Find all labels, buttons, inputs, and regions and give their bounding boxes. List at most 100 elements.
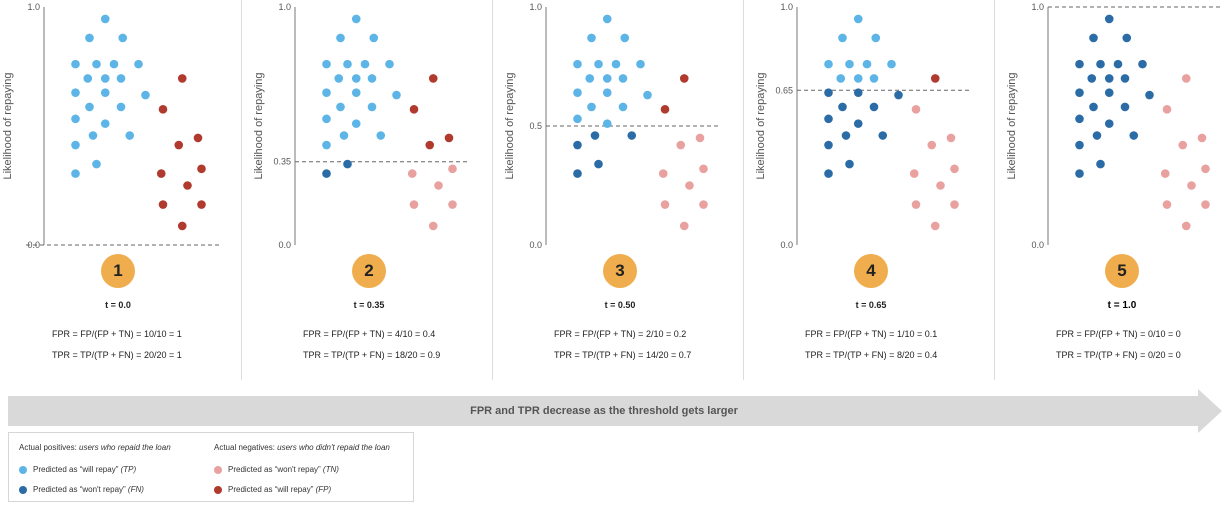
legend-negatives-header: Actual negatives: users who didn't repai…	[214, 443, 390, 452]
tp-point	[343, 59, 352, 69]
tn-point	[946, 133, 956, 143]
tp-point	[367, 74, 377, 83]
fp-point	[183, 181, 192, 190]
tick-label-bottom: 0.0	[1031, 240, 1044, 250]
panel-divider	[492, 0, 493, 380]
legend-positives-header: Actual positives: users who repaid the l…	[19, 443, 171, 452]
tp-point	[369, 33, 379, 43]
tn-point	[699, 164, 708, 174]
tp-point	[836, 74, 846, 83]
tp-point	[83, 74, 93, 83]
tp-point	[573, 59, 582, 69]
tick-label-top: 1.0	[1031, 2, 1044, 12]
fp-point	[660, 105, 670, 114]
tn-point	[695, 133, 705, 143]
fn-point	[824, 169, 833, 178]
fn-point	[343, 159, 352, 169]
tn-point	[1187, 181, 1196, 190]
y-axis-label: Likelihood of repaying	[1006, 72, 1018, 179]
fn-point	[573, 140, 582, 150]
tp-point	[573, 88, 582, 97]
tp-point	[602, 88, 612, 97]
fp-point	[193, 133, 203, 143]
tp-point	[334, 74, 344, 83]
fn-point	[322, 169, 331, 178]
fn-point	[869, 102, 879, 112]
tp-point	[573, 114, 582, 124]
fn-point	[1104, 74, 1114, 83]
tn-point	[448, 200, 457, 209]
fp-point	[197, 200, 206, 209]
tp-point	[116, 74, 126, 83]
tp-point	[845, 59, 854, 69]
tn-point	[950, 164, 959, 174]
fp-dot-icon	[214, 485, 222, 494]
tick-label-bottom: 0.0	[529, 240, 542, 250]
tp-point	[838, 33, 847, 43]
fpr-formula: FPR = FP/(FP + TN) = 1/10 = 0.1	[805, 329, 938, 339]
fn-dot-icon	[19, 485, 27, 494]
fn-point	[1113, 59, 1123, 69]
scatter-plot: 1.0 0.0 Likelihood of repaying 0.35	[253, 2, 470, 250]
fn-point	[594, 159, 603, 169]
tp-point	[602, 14, 612, 24]
threshold-panel-5: 1.0 0.0 Likelihood of repaying 5 t = 1.0 FPR …	[1004, 0, 1222, 380]
fn-point	[1120, 102, 1130, 112]
tn-point	[1197, 133, 1207, 143]
fp-point	[428, 74, 438, 83]
tp-point	[602, 74, 612, 83]
tp-point	[71, 88, 80, 97]
tick-label-bottom: 0.0	[278, 240, 291, 250]
threshold-value: t = 0.65	[855, 300, 887, 310]
tp-point	[336, 33, 345, 43]
tp-point	[392, 90, 401, 100]
tp-point	[862, 59, 872, 69]
fn-point	[1129, 131, 1139, 140]
fn-point	[845, 159, 854, 169]
tp-point	[853, 14, 863, 24]
fp-point	[409, 105, 419, 114]
threshold-tick-label: 0.65	[775, 85, 793, 95]
fn-point	[853, 119, 863, 128]
tick-label-top: 1.0	[529, 2, 542, 12]
scatter-plot: 1.0 0.0 Likelihood of repaying 0.65	[755, 2, 972, 250]
fn-point	[1104, 14, 1114, 24]
tp-point	[322, 140, 331, 150]
tn-point	[434, 181, 443, 190]
tp-point	[824, 59, 833, 69]
tn-point	[658, 169, 668, 178]
tp-point	[125, 131, 135, 140]
threshold-panel-4: 1.0 0.0 Likelihood of repaying 0.65 4 t = 0.6…	[753, 0, 1003, 380]
tn-point	[911, 105, 921, 114]
tp-dot-icon	[19, 465, 27, 474]
tp-point	[367, 102, 377, 112]
fn-point	[824, 140, 833, 150]
tp-point	[620, 33, 630, 43]
tn-point	[448, 164, 457, 174]
tp-point	[585, 74, 595, 83]
tp-point	[322, 114, 331, 124]
fn-point	[878, 131, 888, 140]
tn-point	[936, 181, 945, 190]
threshold-value: t = 0.50	[604, 300, 636, 310]
progress-arrow	[8, 396, 1200, 426]
threshold-panel-1: 1.0 0.0 Likelihood of repaying 1 t = 0.0 FPR …	[0, 0, 250, 380]
threshold-tick-label: 0.5	[529, 121, 542, 131]
fpr-formula: FPR = FP/(FP + TN) = 2/10 = 0.2	[554, 329, 687, 339]
y-axis-label: Likelihood of repaying	[253, 72, 265, 179]
fn-point	[1145, 90, 1154, 100]
tp-point	[336, 102, 345, 112]
tp-point	[100, 88, 110, 97]
fpr-formula: FPR = FP/(FP + TN) = 10/10 = 1	[52, 329, 182, 339]
fp-point	[156, 169, 166, 178]
tp-point	[322, 88, 331, 97]
tn-point	[660, 200, 670, 209]
tp-point	[618, 74, 628, 83]
fn-point	[894, 90, 903, 100]
fn-point	[627, 131, 637, 140]
fp-point	[177, 221, 187, 231]
scatter-plot: 1.0 0.0 Likelihood of repaying	[1006, 2, 1222, 250]
tp-point	[376, 131, 386, 140]
fn-point	[1089, 102, 1098, 112]
threshold-value: t = 1.0	[1107, 300, 1137, 311]
